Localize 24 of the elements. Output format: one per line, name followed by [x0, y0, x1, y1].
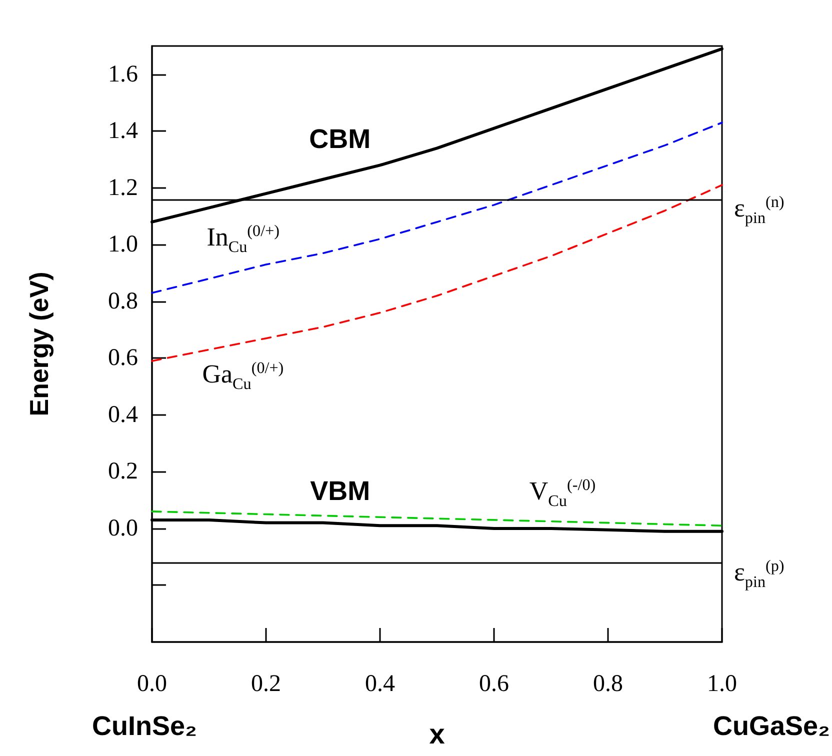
line-series: [151, 122, 723, 294]
y-tick-label: 0.0: [108, 515, 138, 542]
line-series: [151, 184, 723, 362]
x-tick-label: 0.2: [251, 671, 281, 697]
x-tick-label: 0.6: [479, 671, 509, 697]
y-tick-label: 1.2: [108, 174, 138, 201]
x-tick-label: 1.0: [707, 671, 737, 697]
y-tick-label: 0.4: [108, 402, 138, 428]
y-axis-title: Energy (eV): [24, 272, 54, 416]
x-tick-label: 0.4: [365, 671, 395, 697]
text: CuInSe₂: [92, 710, 198, 740]
x-axis-title: x: [429, 718, 446, 750]
y-tick-label: 0.6: [108, 345, 138, 372]
y-tick-label: 1.6: [108, 61, 138, 88]
y-tick-label: 1.4: [108, 118, 138, 144]
x-tick-label: 0.0: [137, 671, 167, 697]
x-tick-label: 0.8: [593, 671, 623, 697]
series-label: VBM: [310, 476, 370, 506]
y-tick-label: 0.8: [108, 288, 138, 314]
y-tick-label: 1.0: [108, 232, 138, 258]
text: CuGaSe₂: [713, 710, 830, 740]
line-series: [151, 510, 723, 527]
y-tick-label: 0.2: [108, 458, 138, 485]
series-label: CBM: [309, 124, 371, 154]
